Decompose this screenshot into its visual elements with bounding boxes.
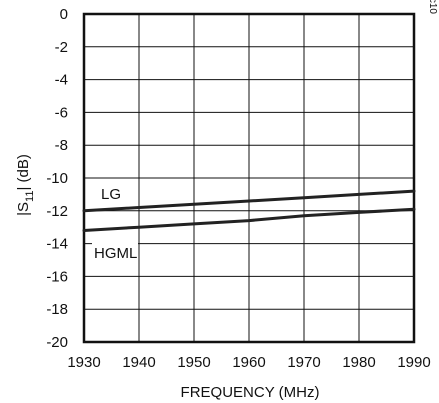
series-label-hgml: HGML [94, 245, 137, 262]
y-tick-labels: 0 -2 -4 -6 -8 -10 -12 -14 -16 -18 -20 [46, 6, 68, 351]
y-axis-title-main: |S [15, 202, 32, 216]
y-tick-label--4: -4 [55, 72, 68, 89]
series-line-hgml [82, 207, 416, 232]
lg-label-background [97, 183, 127, 203]
series-lines [82, 189, 416, 232]
y-axis-title-subscript: 11 [24, 191, 36, 202]
x-tick-label-1940: 1940 [122, 354, 155, 371]
y-tick-label--20: -20 [46, 334, 68, 351]
y-tick-label--18: -18 [46, 301, 68, 318]
hgml-label-background [92, 242, 138, 262]
y-tick-label--12: -12 [46, 203, 68, 220]
figure-id-note: MAX2390 toc10 [427, 0, 438, 14]
y-tick-label--16: -16 [46, 268, 68, 285]
y-tick-label--10: -10 [46, 170, 68, 187]
plot-frame [82, 12, 416, 344]
y-tick-label--8: -8 [55, 137, 68, 154]
x-tick-label-1930: 1930 [67, 354, 100, 371]
x-tick-labels: 1930 1940 1950 1960 1970 1980 1990 [67, 354, 430, 371]
grid [83, 13, 415, 343]
x-tick-label-1990: 1990 [397, 354, 430, 371]
series-label-lg: LG [101, 186, 121, 203]
y-tick-label-0: 0 [60, 6, 68, 23]
x-tick-label-1960: 1960 [232, 354, 265, 371]
y-tick-label--2: -2 [55, 39, 68, 56]
x-tick-label-1980: 1980 [342, 354, 375, 371]
x-tick-label-1970: 1970 [287, 354, 320, 371]
x-axis-title: FREQUENCY (MHz) [181, 384, 320, 401]
series-line-lg [82, 189, 416, 213]
y-tick-label--14: -14 [46, 236, 68, 253]
y-axis-title: |S11| (dB) [15, 154, 36, 216]
y-tick-label--6: -6 [55, 104, 68, 121]
x-tick-label-1950: 1950 [177, 354, 210, 371]
y-axis-title-rest: | (dB) [15, 154, 32, 190]
